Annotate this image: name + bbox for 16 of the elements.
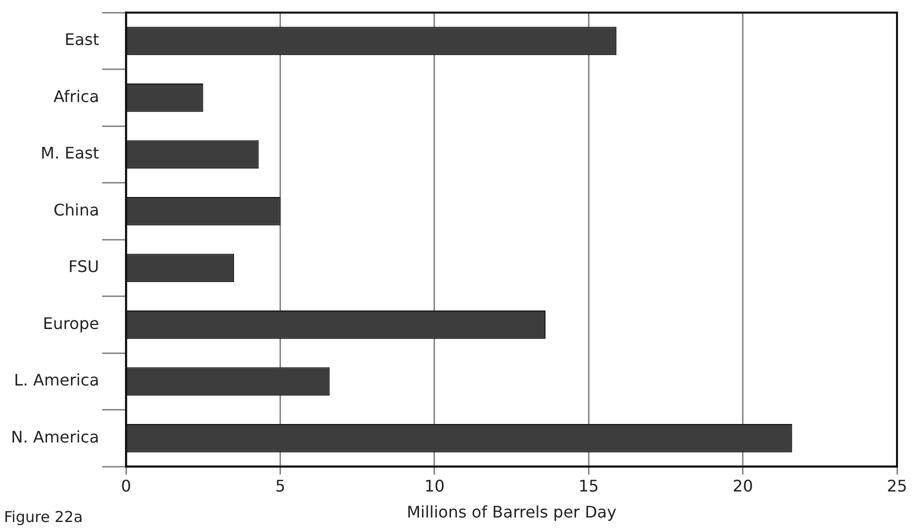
y-tick-label: M. East [40, 144, 100, 163]
y-tick-label: FSU [68, 257, 100, 276]
x-tick-label: 15 [578, 476, 599, 496]
y-tick-label: Africa [54, 86, 100, 106]
x-tick-label: 10 [424, 476, 445, 496]
x-tick-label: 20 [732, 476, 754, 496]
x-tick-label: 25 [886, 476, 908, 496]
y-tick-label: N. America [11, 427, 100, 446]
x-tick-label: 0 [121, 476, 132, 496]
y-tick-label: East [64, 30, 100, 50]
x-axis-title: Millions of Barrels per Day [406, 502, 616, 522]
y-tick-label: China [53, 200, 100, 220]
x-tick-label: 5 [275, 476, 286, 496]
y-tick-label: Europe [42, 314, 100, 333]
caption: Figure 22a [4, 508, 83, 526]
y-tick-label: L. America [14, 370, 100, 390]
